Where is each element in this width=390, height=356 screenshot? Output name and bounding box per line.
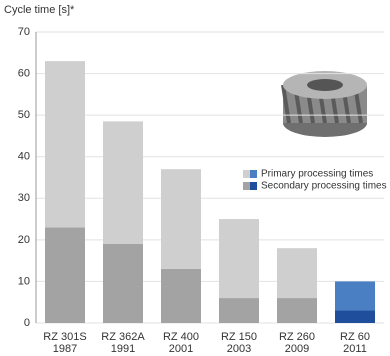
legend-swatch: [250, 182, 257, 190]
y-tick-label: 20: [18, 234, 30, 246]
bar-segment: [45, 227, 85, 323]
bar-segment: [335, 311, 375, 323]
x-tick-label: 2003: [227, 343, 251, 355]
bar-segment: [103, 121, 143, 244]
chart: Cycle time [s]* 010203040506070RZ 301S19…: [0, 0, 390, 356]
x-tick-label: 2009: [285, 343, 309, 355]
legend-swatch: [243, 170, 250, 178]
x-tick-label: RZ 362A: [101, 331, 145, 343]
bar-segment: [103, 244, 143, 323]
y-tick-label: 70: [18, 26, 30, 38]
y-tick-label: 40: [18, 151, 30, 163]
x-tick-label: 2001: [169, 343, 193, 355]
bar-segment: [161, 269, 201, 323]
x-tick-label: RZ 400: [163, 331, 199, 343]
x-tick-label: RZ 60: [340, 331, 370, 343]
x-tick-label: RZ 150: [221, 331, 257, 343]
y-tick-label: 50: [18, 109, 30, 121]
legend-label: Secondary processing times: [261, 181, 387, 192]
bar-segment: [277, 298, 317, 323]
y-tick-label: 60: [18, 67, 30, 79]
legend-label: Primary processing times: [261, 169, 373, 180]
bar-segment: [335, 281, 375, 310]
y-tick-label: 30: [18, 192, 30, 204]
y-tick-label: 10: [18, 275, 30, 287]
bar-segment: [45, 61, 85, 227]
legend-swatch: [250, 170, 257, 178]
x-tick-label: RZ 260: [279, 331, 315, 343]
x-tick-label: 2011: [343, 343, 367, 355]
page: Cycle time [s]* 010203040506070RZ 301S19…: [0, 0, 390, 356]
bar-segment: [219, 219, 259, 298]
x-tick-label: RZ 301S: [43, 331, 86, 343]
bar-segment: [277, 248, 317, 298]
gear-illustration: [283, 71, 367, 137]
y-axis-label: Cycle time [s]*: [4, 4, 75, 16]
y-tick-label: 0: [24, 317, 30, 329]
x-tick-label: 1987: [53, 343, 77, 355]
bar-segment: [161, 169, 201, 269]
bar-segment: [219, 298, 259, 323]
legend-swatch: [243, 182, 250, 190]
x-tick-label: 1991: [111, 343, 135, 355]
